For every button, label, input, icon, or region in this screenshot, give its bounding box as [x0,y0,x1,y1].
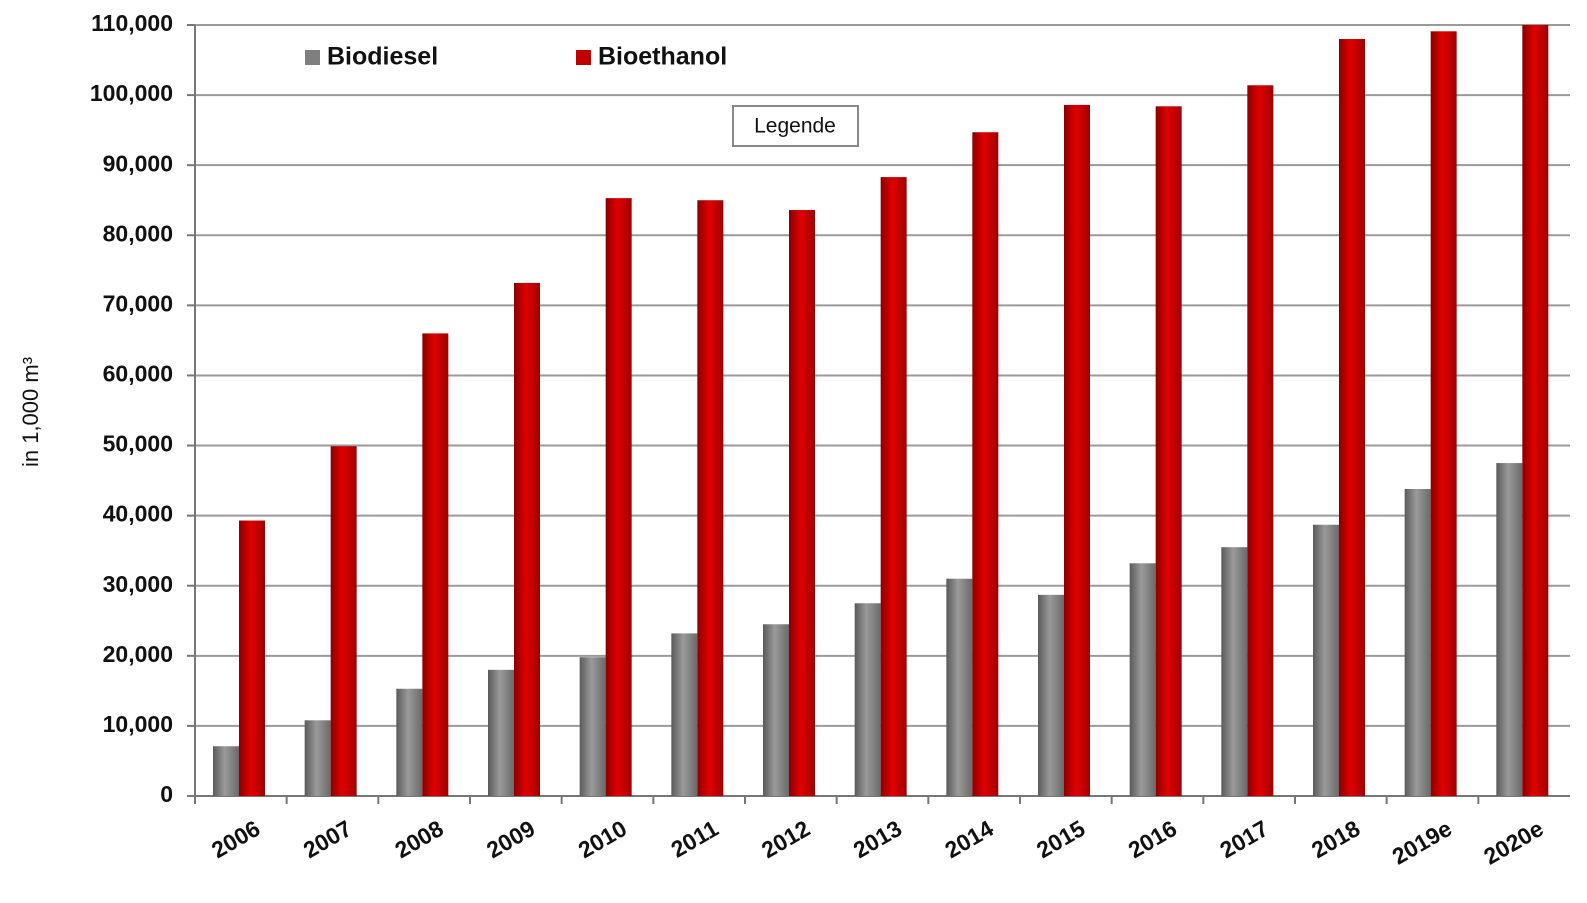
bar [1404,489,1431,796]
bar [972,132,999,797]
bar [697,200,724,796]
bar [789,210,815,797]
bar [1064,104,1090,797]
y-tick-label: 20,000 [103,641,173,667]
x-tick-label: 2017 [1215,815,1272,863]
x-tick-label: 2012 [757,815,814,863]
y-tick-label: 30,000 [103,571,173,597]
x-tick-label: 2016 [1124,815,1181,863]
bar [671,633,698,796]
y-tick-label: 110,000 [91,10,173,36]
annotation: Legende [754,115,836,138]
bar [1339,39,1365,796]
bar [304,720,331,796]
bar [422,333,449,796]
x-tick-label: 2006 [207,815,264,863]
x-tick-label: 2011 [666,815,722,863]
bar [1155,106,1182,796]
y-tick-label: 90,000 [103,150,173,176]
x-tick-label: 2014 [940,815,997,863]
y-tick-label: 0 [160,781,173,807]
x-tick-label: 2010 [574,815,631,863]
bar [605,198,632,797]
x-tick-label: 2008 [390,815,447,863]
bar [1522,25,1549,796]
bar [1247,85,1274,796]
bar [1038,594,1064,796]
y-tick-label: 80,000 [103,220,173,246]
bar [1313,524,1339,796]
bar [488,669,514,796]
y-tick-label: 10,000 [103,711,173,737]
y-tick-label: 40,000 [103,501,173,527]
y-tick-label: 50,000 [103,431,173,457]
x-tick-label: 2019e [1388,815,1456,870]
x-tick-label: 2018 [1307,815,1364,863]
bar [854,603,881,796]
legend-label: Biodiesel [327,43,438,71]
legend-label: Bioethanol [598,43,727,71]
bar [763,624,789,796]
bar [514,282,540,796]
bar [880,177,907,796]
bar [946,578,973,796]
x-tick-label: 2013 [849,815,906,863]
x-tick-label: 2009 [482,815,539,863]
legend-swatch [305,50,320,65]
x-tick-label: 2015 [1032,815,1089,863]
x-tick-label: 2007 [299,815,356,863]
bar [1496,463,1523,796]
bar [330,446,357,796]
bar [1129,563,1156,796]
y-tick-label: 70,000 [103,290,173,316]
bar [396,688,423,796]
y-axis-label: in 1,000 m³ [18,357,43,467]
legend-note-box [732,105,859,147]
bar [1430,31,1457,797]
bar [239,520,265,796]
bar [213,746,239,796]
y-tick-label: 60,000 [103,361,173,387]
x-tick-label: 2020e [1479,815,1547,870]
legend-swatch [576,50,591,65]
bar [579,657,606,796]
y-tick-label: 100,000 [90,80,173,106]
bar [1221,547,1248,796]
